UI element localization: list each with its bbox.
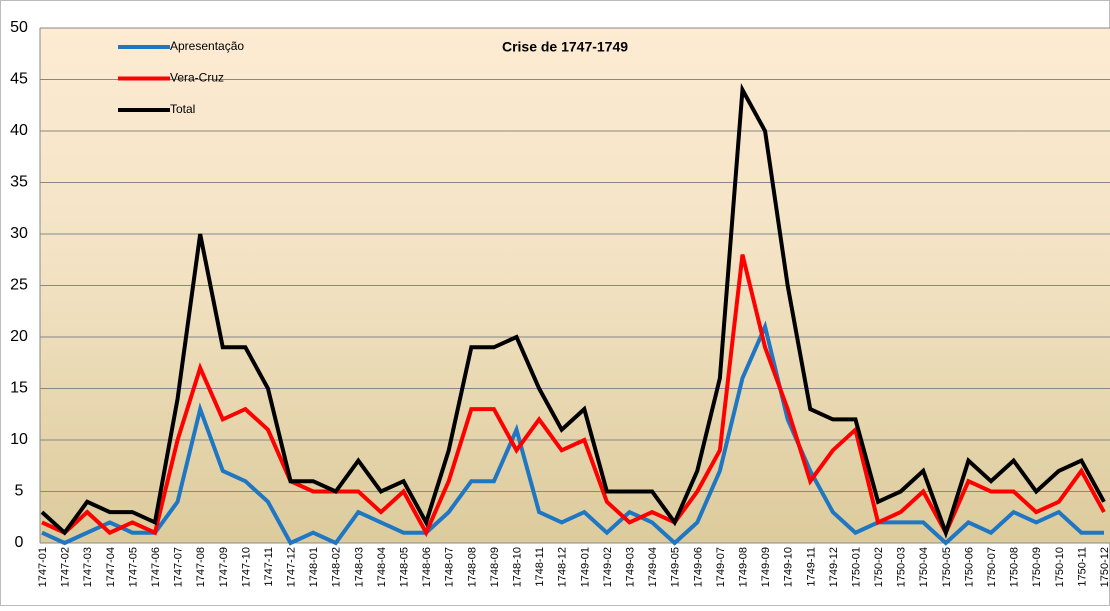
x-tick-label: 1747-08 bbox=[195, 547, 207, 587]
series-line bbox=[40, 82, 1106, 539]
x-tick-label: 1748-02 bbox=[331, 547, 343, 587]
x-tick-label: 1749-05 bbox=[670, 547, 682, 587]
x-tick-label: 1748-03 bbox=[353, 547, 365, 587]
y-tick-label: 30 bbox=[10, 225, 28, 242]
x-tick-label: 1747-12 bbox=[286, 547, 298, 587]
x-tick-label: 1749-12 bbox=[828, 547, 840, 587]
x-tick-label: 1750-02 bbox=[873, 547, 885, 587]
x-tick-label: 1750-06 bbox=[963, 547, 975, 587]
y-tick-label: 50 bbox=[10, 19, 28, 36]
chart-title: Crise de 1747-1749 bbox=[502, 39, 628, 55]
y-tick-label: 15 bbox=[10, 380, 28, 397]
x-tick-label: 1750-09 bbox=[1031, 547, 1043, 587]
x-tick-label: 1747-11 bbox=[263, 547, 275, 587]
x-tick-label: 1747-10 bbox=[240, 547, 252, 587]
y-tick-label: 0 bbox=[15, 534, 24, 551]
y-tick-label: 10 bbox=[10, 431, 28, 448]
x-tick-label: 1749-07 bbox=[715, 547, 727, 587]
x-tick-label: 1748-11 bbox=[534, 547, 546, 587]
legend-label: Apresentação bbox=[170, 39, 244, 53]
y-tick-label: 25 bbox=[10, 277, 28, 294]
x-tick-label: 1747-02 bbox=[60, 547, 72, 587]
x-tick-label: 1747-09 bbox=[218, 547, 230, 587]
x-tick-label: 1749-01 bbox=[579, 547, 591, 587]
y-tick-label: 20 bbox=[10, 328, 28, 345]
x-tick-label: 1748-05 bbox=[399, 547, 411, 587]
x-tick-label: 1749-10 bbox=[783, 547, 795, 587]
x-tick-label: 1749-02 bbox=[602, 547, 614, 587]
x-tick-label: 1750-11 bbox=[1076, 547, 1088, 587]
y-tick-label: 40 bbox=[10, 122, 28, 139]
legend-label: Total bbox=[170, 102, 195, 116]
x-tick-label: 1747-06 bbox=[150, 547, 162, 587]
x-tick-label: 1749-04 bbox=[647, 547, 659, 587]
x-tick-label: 1747-01 bbox=[37, 547, 49, 587]
x-tick-label: 1750-07 bbox=[986, 547, 998, 587]
x-tick-label: 1749-03 bbox=[624, 547, 636, 587]
x-tick-label: 1750-04 bbox=[918, 547, 930, 587]
x-tick-label: 1750-03 bbox=[896, 547, 908, 587]
x-tick-label: 1749-08 bbox=[737, 547, 749, 587]
x-tick-label: 1748-07 bbox=[444, 547, 456, 587]
x-tick-label: 1748-08 bbox=[466, 547, 478, 587]
x-tick-label: 1750-10 bbox=[1054, 547, 1066, 587]
x-tick-label: 1748-04 bbox=[376, 547, 388, 587]
x-tick-label: 1750-01 bbox=[850, 547, 862, 587]
x-tick-label: 1748-09 bbox=[489, 547, 501, 587]
x-tick-label: 1747-04 bbox=[105, 547, 117, 587]
x-tick-label: 1749-09 bbox=[760, 547, 772, 587]
x-tick-label: 1750-05 bbox=[941, 547, 953, 587]
x-tick-label: 1748-06 bbox=[421, 547, 433, 587]
x-tick-label: 1748-12 bbox=[557, 547, 569, 587]
x-tick-label: 1749-11 bbox=[805, 547, 817, 587]
x-tick-label: 1749-06 bbox=[692, 547, 704, 587]
x-tick-label: 1750-08 bbox=[1009, 547, 1021, 587]
x-tick-label: 1747-05 bbox=[127, 547, 139, 587]
legend-label: Vera-Cruz bbox=[170, 71, 224, 85]
x-tick-label: 1747-07 bbox=[173, 547, 185, 587]
y-tick-label: 5 bbox=[15, 483, 24, 500]
x-tick-label: 1750-12 bbox=[1099, 547, 1110, 587]
y-tick-label: 35 bbox=[10, 174, 28, 191]
x-tick-label: 1747-03 bbox=[82, 547, 94, 587]
series-line bbox=[41, 254, 1106, 538]
x-tick-label: 1748-01 bbox=[308, 547, 320, 587]
series-line bbox=[41, 320, 1104, 546]
y-tick-label: 45 bbox=[10, 71, 28, 88]
x-tick-label: 1748-10 bbox=[512, 547, 524, 587]
